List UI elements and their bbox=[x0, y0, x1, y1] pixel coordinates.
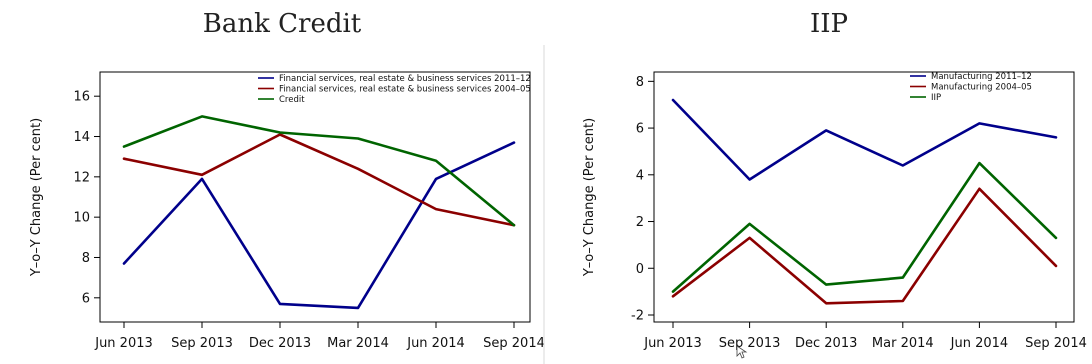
series-line bbox=[122, 115, 516, 227]
series-line bbox=[122, 133, 516, 227]
x-tick-label: Dec 2013 bbox=[795, 336, 857, 351]
x-tick-label: Jun 2014 bbox=[950, 336, 1009, 351]
legend-label: Financial services, real estate & busine… bbox=[279, 85, 531, 95]
y-tick-label: -2 bbox=[631, 308, 644, 323]
x-axis: Jun 2013 Sep 2013 Dec 2013 Mar 2014 Jun 2014… bbox=[94, 322, 545, 351]
x-tick-label: Jun 2013 bbox=[643, 336, 702, 351]
x-tick-label: Sep 2014 bbox=[483, 336, 545, 351]
x-tick-label: Dec 2013 bbox=[249, 336, 311, 351]
iip-panel: IIP Y–o–Y Change (Per cent) -2 0 2 4 6 8 Jun … bbox=[582, 9, 1087, 351]
y-axis-label: Y–o–Y Change (Per cent) bbox=[582, 118, 597, 277]
y-tick-label: 14 bbox=[73, 130, 90, 145]
plot-frame bbox=[653, 71, 1075, 323]
legend-label: IIP bbox=[931, 93, 941, 103]
y-tick-label: 16 bbox=[73, 90, 90, 105]
x-tick-label: Mar 2014 bbox=[327, 336, 389, 351]
y-tick-label: 0 bbox=[636, 262, 644, 277]
mouse-cursor-icon bbox=[736, 345, 748, 359]
series-lines bbox=[671, 98, 1058, 305]
legend-label: Manufacturing 2004–05 bbox=[931, 83, 1032, 93]
plot-frame bbox=[99, 71, 531, 323]
y-axis: 6 8 10 12 14 16 bbox=[73, 90, 100, 306]
y-tick-label: 10 bbox=[73, 211, 90, 226]
y-tick-label: 6 bbox=[82, 291, 90, 306]
y-tick-label: 4 bbox=[636, 168, 644, 183]
y-tick-label: 12 bbox=[73, 170, 90, 185]
legend-label: Financial services, real estate & busine… bbox=[279, 74, 531, 84]
series-line bbox=[671, 98, 1058, 181]
x-tick-label: Jun 2013 bbox=[94, 336, 153, 351]
y-axis-label: Y–o–Y Change (Per cent) bbox=[29, 118, 44, 277]
bank-credit-panel: Bank Credit Y–o–Y Change (Per cent) 6 8 10… bbox=[29, 9, 545, 351]
y-tick-label: 2 bbox=[636, 215, 644, 230]
x-tick-label: Jun 2014 bbox=[406, 336, 465, 351]
x-tick-label: Sep 2014 bbox=[1025, 336, 1087, 351]
x-tick-label: Sep 2013 bbox=[719, 336, 781, 351]
x-tick-label: Mar 2014 bbox=[872, 336, 934, 351]
series-line bbox=[671, 187, 1058, 305]
x-tick-label: Sep 2013 bbox=[171, 336, 233, 351]
legend: Financial services, real estate & busine… bbox=[258, 74, 531, 105]
series-line bbox=[671, 161, 1058, 293]
series-line bbox=[122, 141, 516, 310]
legend-label: Credit bbox=[279, 95, 305, 105]
series-lines bbox=[122, 115, 516, 310]
y-tick-label: 6 bbox=[636, 122, 644, 137]
chart-title: Bank Credit bbox=[203, 9, 362, 39]
x-axis: Jun 2013 Sep 2013 Dec 2013 Mar 2014 Jun 2014… bbox=[643, 322, 1087, 351]
legend-label: Manufacturing 2011–12 bbox=[931, 72, 1032, 82]
y-tick-label: 8 bbox=[636, 75, 644, 90]
y-tick-label: 8 bbox=[82, 251, 90, 266]
y-axis: -2 0 2 4 6 8 bbox=[631, 75, 654, 323]
chart-title: IIP bbox=[810, 9, 848, 39]
